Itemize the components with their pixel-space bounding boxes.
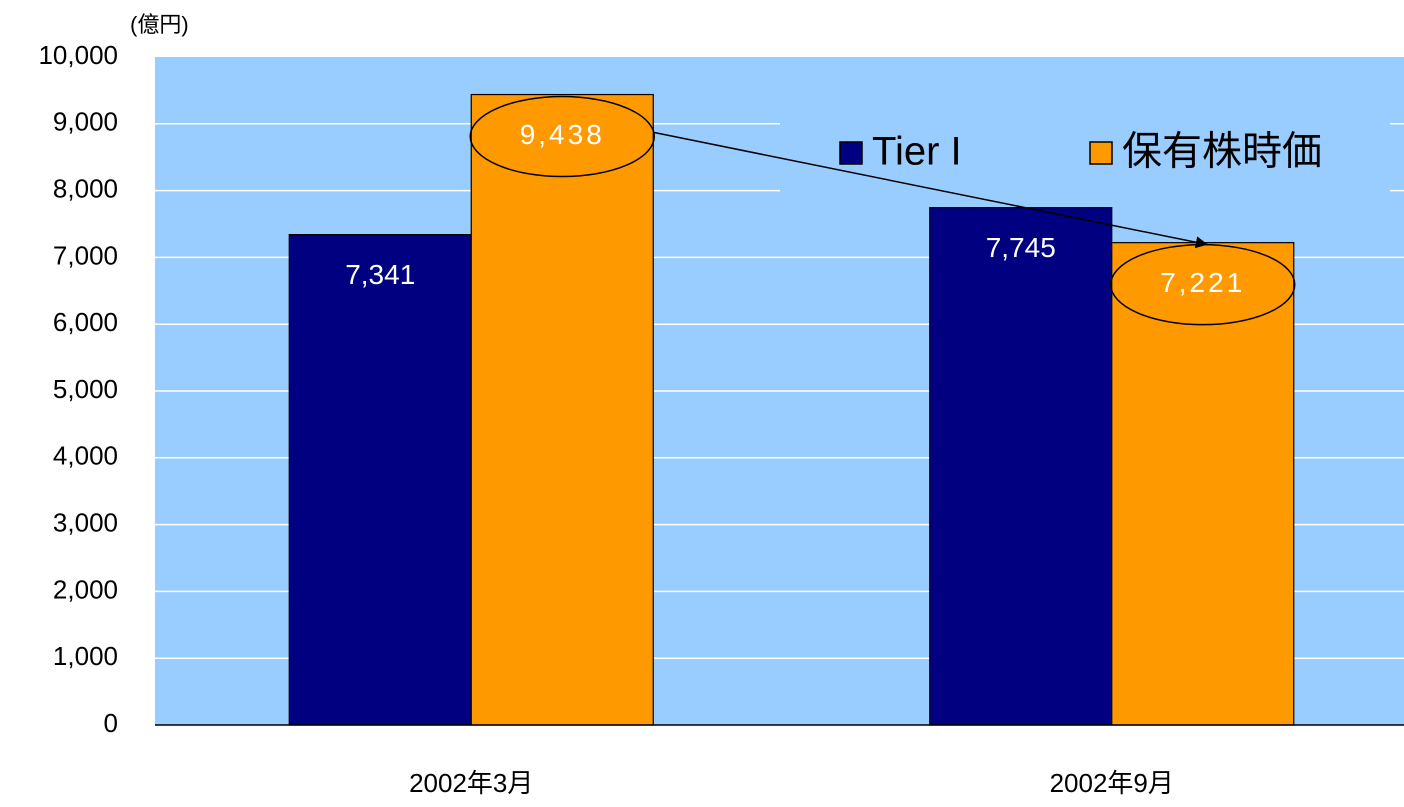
y-tick-label: 10,000 [38,40,118,70]
bars [288,93,1295,726]
legend-label: Tier I [872,130,962,174]
data-label: 7,341 [345,259,415,290]
data-label: 7,745 [986,232,1056,263]
bar [929,207,1113,726]
legend-background [780,105,1390,200]
annotation-arrow [654,131,1208,249]
y-tick-label: 8,000 [53,173,118,203]
y-tick-label: 9,000 [53,107,118,137]
x-tick-label: 2002年9月 [1050,768,1174,798]
y-tick-label: 4,000 [53,441,118,471]
y-tick-label: 5,000 [53,374,118,404]
bar [288,234,472,726]
annotation-ellipse [469,95,655,178]
y-tick-label: 7,000 [53,240,118,270]
y-tick-label: 1,000 [53,641,118,671]
legend-label: 保有株時価 [1122,130,1322,174]
bar [470,93,654,726]
y-tick-label: 2,000 [53,574,118,604]
y-axis-label: (億円) [130,12,189,37]
legend-swatch [1089,141,1113,165]
y-tick-label: 0 [104,708,118,738]
y-tick-label: 3,000 [53,507,118,537]
legend-swatch [839,141,863,165]
y-tick-label: 6,000 [53,307,118,337]
x-tick-label: 2002年3月 [409,768,533,798]
data-label: 7,221 [1160,267,1245,298]
data-label: 9,438 [520,119,605,150]
bar [1111,242,1295,726]
